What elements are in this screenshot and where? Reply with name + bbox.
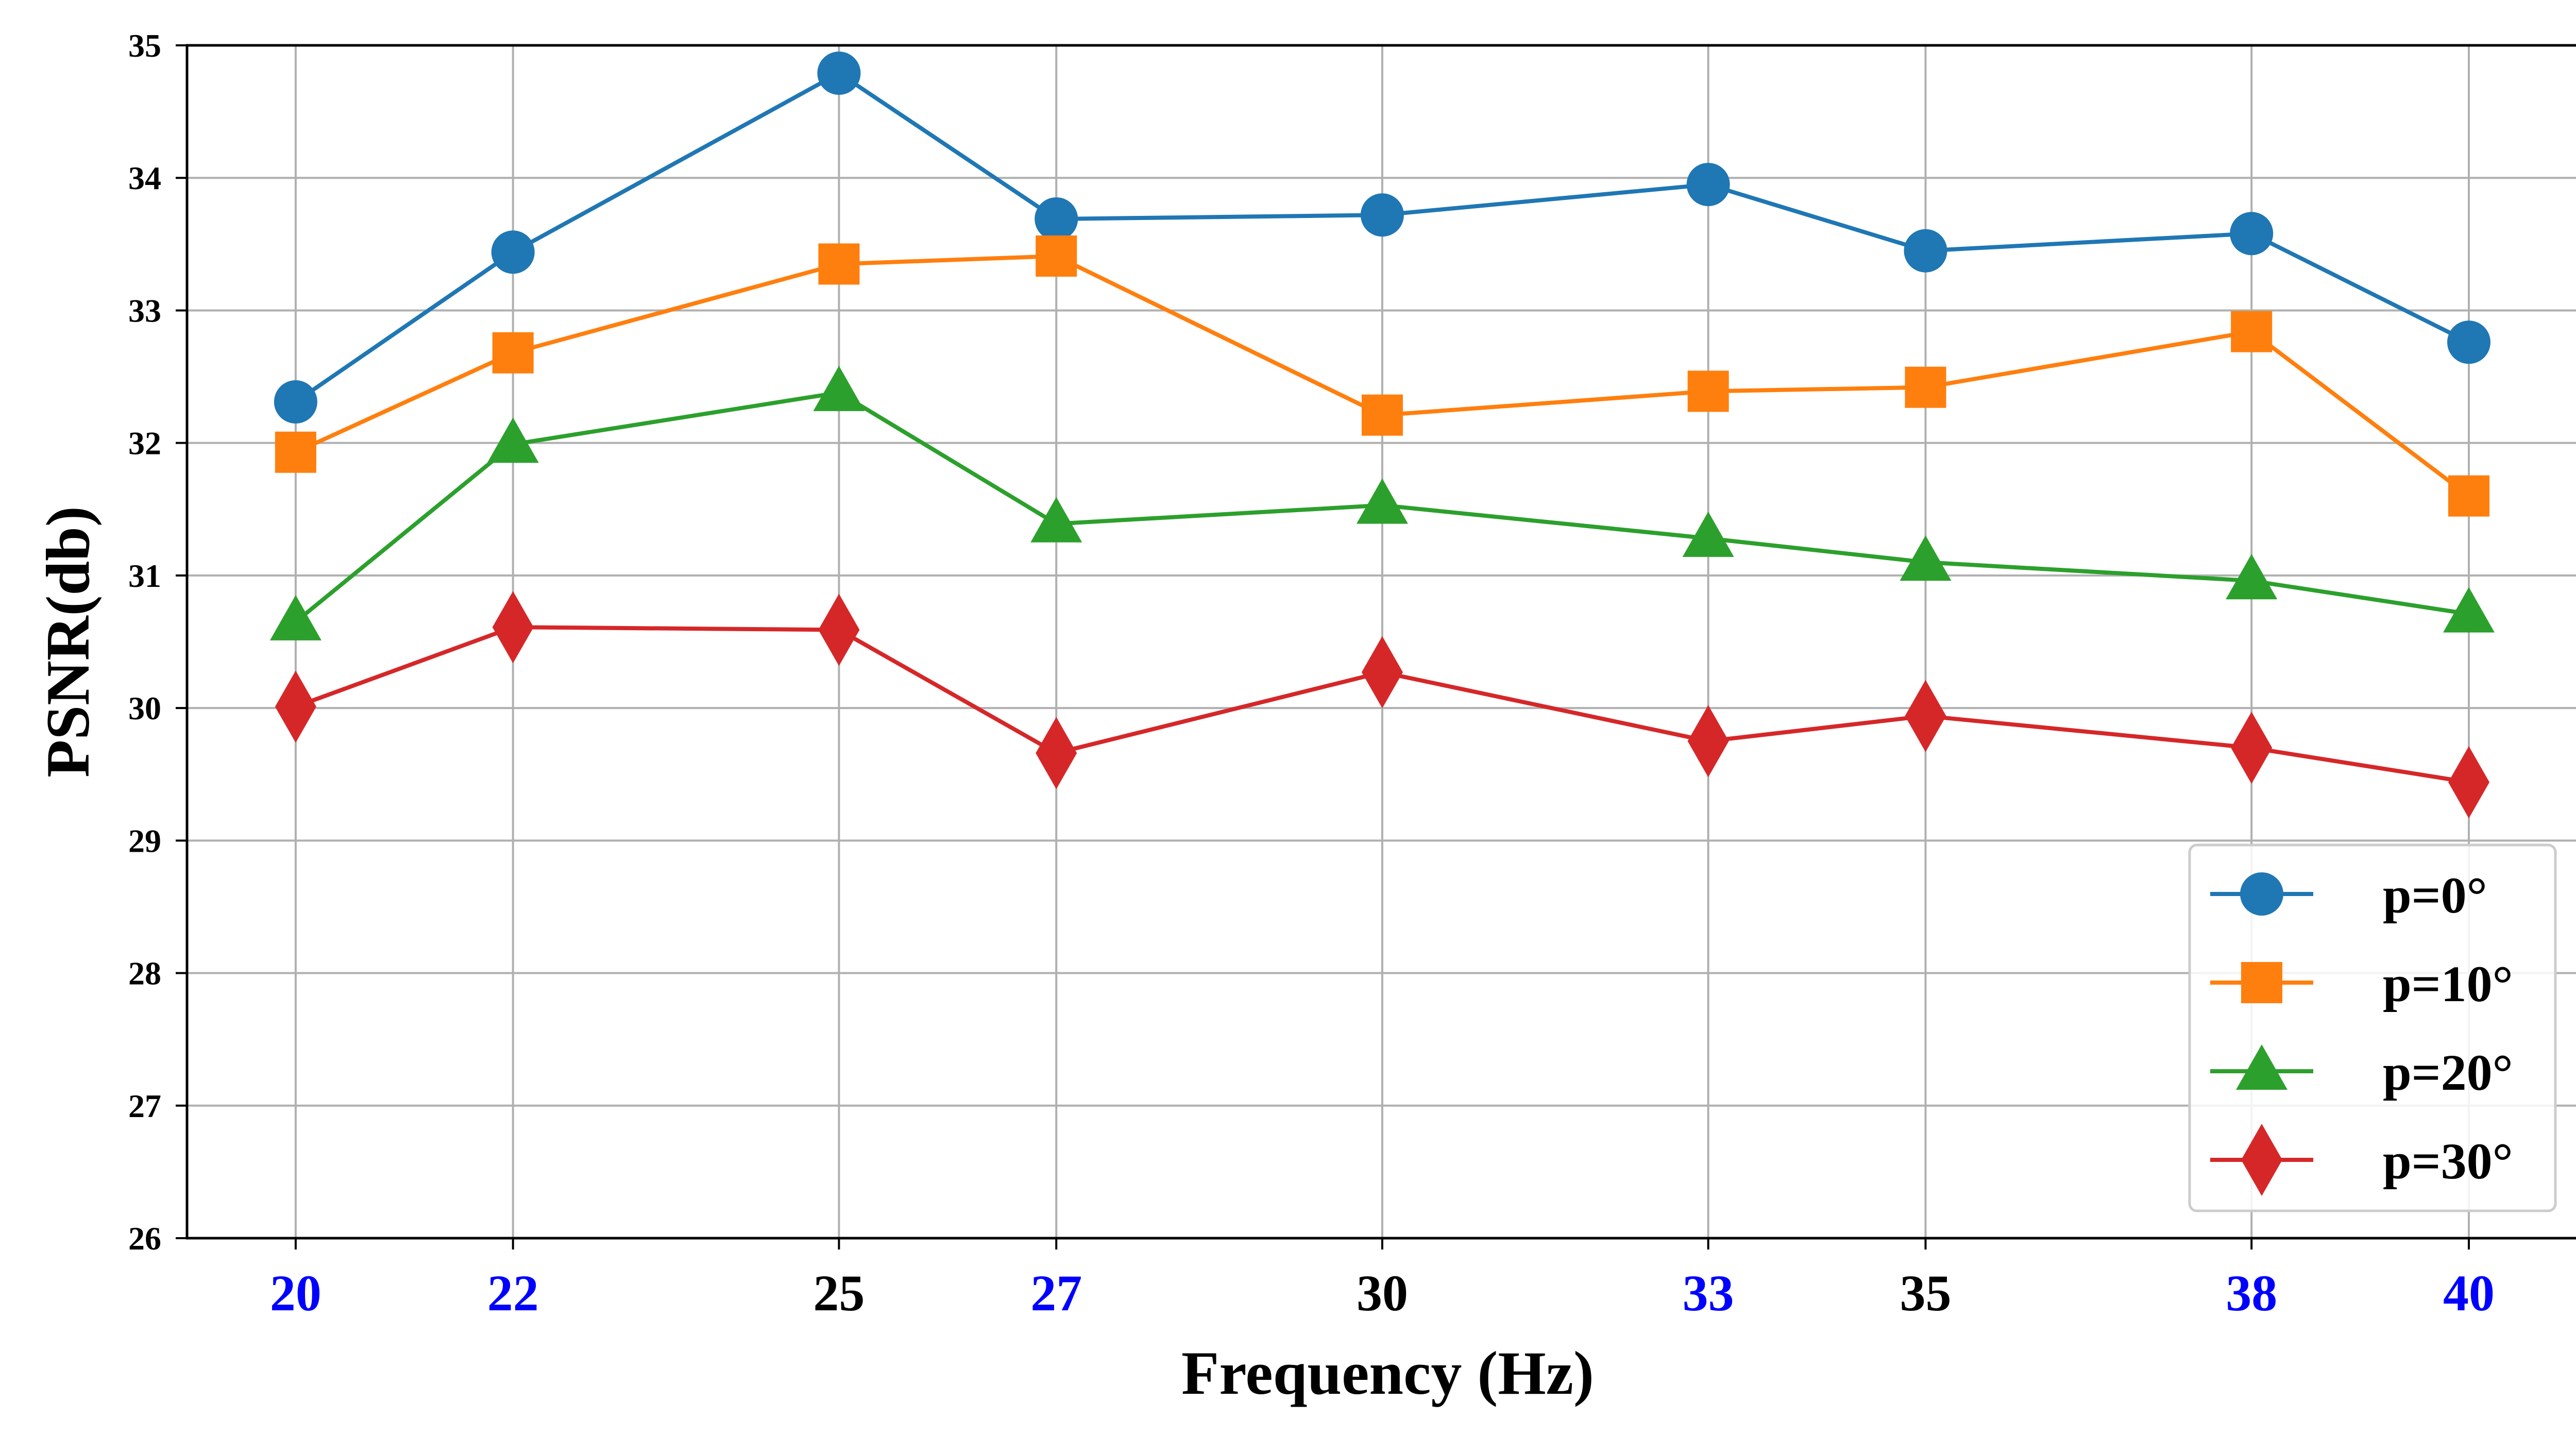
y-tick-label: 35 — [128, 27, 161, 64]
data-point — [269, 595, 321, 640]
legend-item: p=30° — [2210, 1124, 2513, 1196]
legend-marker — [2236, 1044, 2287, 1090]
legend-marker — [2241, 962, 2282, 1003]
x-tick-label: 27 — [1030, 1264, 1082, 1322]
data-point — [2448, 475, 2490, 517]
x-tick-label: 40 — [2443, 1264, 2495, 1322]
series-square — [275, 235, 2490, 517]
legend-item: p=10° — [2210, 955, 2513, 1012]
data-point — [1904, 229, 1947, 273]
x-axis-label: Frequency (Hz) — [1181, 1339, 1594, 1407]
data-point — [274, 380, 317, 424]
legend-marker — [2241, 1124, 2282, 1196]
data-point — [1687, 370, 1729, 412]
data-point — [1030, 497, 1082, 543]
legend-marker — [2240, 872, 2283, 916]
data-point — [1682, 511, 1734, 557]
legend-label: p=30° — [2383, 1133, 2513, 1190]
data-point — [2226, 554, 2278, 600]
x-tick-label: 35 — [1900, 1264, 1951, 1322]
x-tick-label: 20 — [270, 1264, 321, 1322]
x-tick-label: 33 — [1683, 1264, 1734, 1322]
data-point — [1360, 193, 1404, 237]
y-tick-label: 32 — [128, 425, 161, 462]
data-point — [813, 365, 865, 411]
legend-label: p=10° — [2383, 955, 2513, 1012]
data-point — [1905, 366, 1946, 408]
plot-area-frame — [185, 44, 2576, 1240]
y-tick-label: 27 — [128, 1088, 161, 1124]
data-point — [1036, 235, 1077, 277]
data-point — [275, 670, 316, 743]
y-tick-label: 31 — [128, 558, 161, 594]
data-point — [275, 431, 316, 473]
axis-ticks: 20 22 25 27 30 33 35 38 40 26 27 28 29 30 31 32 33 34 35 — [128, 27, 2495, 1322]
y-tick-label: 33 — [128, 292, 161, 329]
series-triangle — [269, 365, 2495, 640]
legend-label: p=20° — [2383, 1044, 2513, 1101]
data-point — [487, 417, 539, 463]
legend-label: p=0° — [2383, 867, 2487, 924]
data-point — [492, 591, 534, 664]
legend: p=0° p=10° p=20° p=30° — [2188, 843, 2557, 1212]
data-point — [1035, 197, 1078, 241]
data-point — [2231, 311, 2273, 352]
data-point — [817, 52, 861, 95]
x-tick-label: 25 — [813, 1264, 865, 1322]
y-tick-label: 29 — [128, 822, 161, 859]
series-circle — [274, 52, 2491, 424]
x-tick-label: 38 — [2226, 1264, 2277, 1322]
x-tick-label: 22 — [487, 1264, 539, 1322]
data-point — [2448, 746, 2490, 819]
y-tick-label: 28 — [128, 955, 161, 992]
series-diamond — [275, 591, 2490, 819]
data-point — [1361, 394, 1403, 436]
series-layer — [269, 52, 2495, 819]
y-tick-label: 26 — [128, 1220, 161, 1257]
y-tick-label: 34 — [128, 160, 161, 196]
data-point — [818, 594, 860, 666]
data-point — [1356, 478, 1408, 524]
data-point — [1900, 535, 1952, 581]
data-point — [818, 243, 860, 285]
data-point — [492, 332, 534, 374]
data-point — [2447, 320, 2491, 364]
legend-item: p=20° — [2210, 1044, 2513, 1101]
data-point — [1687, 705, 1729, 778]
data-point — [1686, 163, 1730, 207]
x-tick-label: 30 — [1357, 1264, 1408, 1322]
legend-box — [2188, 843, 2557, 1212]
data-point — [2443, 587, 2495, 633]
data-point — [1361, 636, 1403, 708]
data-point — [2230, 212, 2274, 256]
y-axis-label: PSNR(db) — [33, 506, 102, 778]
data-point — [2231, 712, 2273, 784]
data-point — [1905, 680, 1946, 752]
data-point — [491, 230, 535, 274]
y-tick-label: 30 — [128, 690, 161, 727]
data-point — [1036, 717, 1077, 789]
legend-item: p=0° — [2210, 867, 2487, 924]
